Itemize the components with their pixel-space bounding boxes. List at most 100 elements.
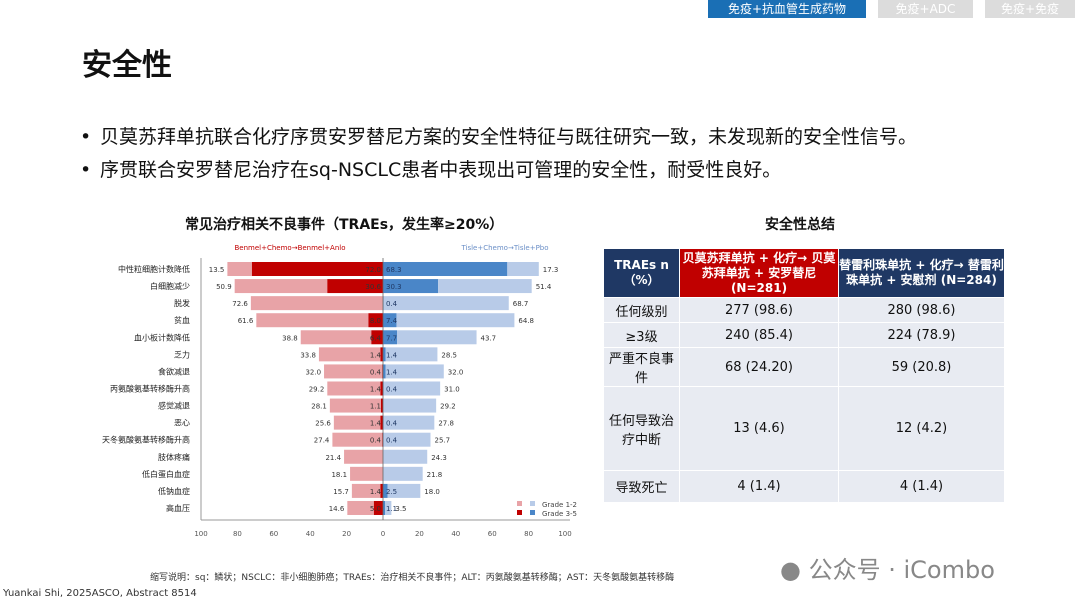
bar-right-grade12 (385, 500, 392, 515)
x-tick-label: 20 (415, 530, 424, 538)
data-label: 0.4 (370, 437, 382, 445)
bar-left-grade12 (256, 313, 369, 328)
data-label: 27.4 (314, 437, 330, 445)
bar-right-grade12 (438, 279, 532, 294)
data-label: 0.4 (386, 385, 398, 393)
bar-left-grade12 (332, 432, 383, 447)
bar-right-grade12 (383, 466, 423, 481)
bar-left-grade12 (333, 415, 381, 430)
data-label: 29.2 (440, 403, 456, 411)
right-group-label: Tisle+Chemo→Tisle+Pbo (460, 244, 548, 252)
table-title: 安全性总结 (765, 217, 835, 233)
bar-right-grade12 (383, 398, 437, 413)
watermark-text: 公众号 · iCombo (808, 556, 995, 584)
data-label: 0.4 (386, 420, 398, 428)
bullet-item: • 贝莫苏拜单抗联合化疗序贯安罗替尼方案的安全性特征与既往研究一致，未发现新的安全… (80, 126, 918, 148)
bar-left-grade12 (329, 398, 381, 413)
tab-immuno-antiangiogenic[interactable]: 免疫+抗血管生成药物 (708, 0, 866, 18)
data-label: 15.7 (333, 488, 349, 496)
data-label: 68.7 (513, 300, 529, 308)
data-label: 3.5 (395, 505, 406, 513)
x-tick-label: 100 (194, 530, 207, 538)
legend-swatch (530, 510, 535, 515)
footnote: 缩写说明：sq：鳞状；NSCLC：非小细胞肺癌；TRAEs：治疗相关不良事件；A… (150, 573, 675, 583)
bar-right-grade12 (383, 296, 509, 311)
bar-left-grade35 (380, 483, 383, 498)
tab-immuno-adc[interactable]: 免疫+ADC (878, 0, 973, 18)
bar-right-grade12 (397, 330, 477, 345)
bar-right-grade35 (383, 279, 439, 294)
bar-left-grade12 (250, 296, 383, 311)
row-label: 严重不良事件 (603, 347, 680, 387)
data-label: 30.3 (386, 283, 402, 291)
data-label: 1.4 (370, 385, 382, 393)
bar-right-grade12 (383, 449, 428, 464)
bar-right-grade35 (383, 347, 386, 362)
cell: 280 (98.6) (838, 297, 1005, 323)
data-label: 1.4 (386, 351, 398, 359)
citation: Yuankai Shi, 2025ASCO, Abstract 8514 (3, 588, 197, 599)
bar-left-grade12 (347, 500, 374, 515)
data-label: 32.0 (448, 368, 464, 376)
data-label: 72.0 (365, 266, 381, 274)
bar-right-grade35 (383, 483, 388, 498)
x-tick-label: 60 (269, 530, 278, 538)
data-label: 2.5 (386, 488, 397, 496)
category-label: 贫血 (174, 315, 190, 325)
data-label: 29.2 (309, 385, 325, 393)
legend-swatch (530, 501, 535, 506)
page-title: 安全性 (82, 48, 172, 83)
category-label: 食欲减退 (158, 366, 190, 376)
legend-label: Grade 1-2 (542, 501, 577, 509)
data-label: 25.6 (315, 420, 331, 428)
data-label: 18.0 (424, 488, 440, 496)
bar-right-grade35 (383, 330, 398, 345)
category-label: 肢体疼痛 (158, 452, 190, 462)
bar-right-grade12 (385, 347, 438, 362)
category-label: 恶心 (174, 419, 190, 428)
cell: 277 (98.6) (679, 297, 839, 323)
data-label: 14.6 (329, 505, 345, 513)
data-label: 31.0 (444, 385, 460, 393)
data-label: 27.8 (438, 420, 454, 428)
data-label: 0.4 (386, 437, 398, 445)
data-label: 6.4 (370, 334, 382, 342)
category-label: 低钠血症 (158, 486, 190, 496)
data-label: 30.6 (365, 283, 381, 291)
bar-left-grade35 (327, 279, 383, 294)
bar-left-grade35 (371, 330, 383, 345)
legend-swatch (517, 510, 522, 515)
tab-immuno-immuno[interactable]: 免疫+免疫 (985, 0, 1075, 18)
butterfly-chart: Benmel+Chemo→Benmel+Anlo Tisle+Chemo→Tisl… (102, 244, 577, 538)
bar-left-grade35 (380, 381, 383, 396)
cell: 12 (4.2) (838, 386, 1005, 471)
bar-left-grade35 (380, 398, 383, 413)
table-row: ≥3级 240 (85.4) 224 (78.9) (603, 322, 1005, 348)
table-row: 严重不良事件 68 (24.20) 59 (20.8) (603, 347, 1005, 387)
bar-right-grade12 (383, 415, 435, 430)
x-tick-label: 80 (524, 530, 533, 538)
category-label: 低白蛋白血症 (142, 469, 190, 479)
bar-left-grade12 (344, 449, 383, 464)
bar-right-grade12 (383, 432, 431, 447)
data-label: 43.7 (481, 334, 497, 342)
legend-swatch (517, 501, 522, 506)
x-tick-label: 40 (306, 530, 315, 538)
cell: 4 (1.4) (679, 470, 839, 503)
data-label: 7.7 (386, 334, 397, 342)
bullet-text: 序贯联合安罗替尼治疗在sq-NSCLC患者中表现出可管理的安全性，耐受性良好。 (100, 159, 782, 181)
table-row: 任何导致治疗中断 13 (4.6) 12 (4.2) (603, 386, 1005, 471)
wechat-icon: ● (780, 556, 801, 584)
data-label: 24.3 (431, 454, 447, 462)
cell: 224 (78.9) (838, 322, 1005, 348)
data-label: 0.4 (370, 368, 382, 376)
category-label: 脱发 (174, 298, 190, 308)
bar-right-grade12 (383, 381, 441, 396)
bar-left-grade12 (324, 364, 383, 379)
data-label: 28.1 (311, 403, 327, 411)
row-label: ≥3级 (603, 322, 680, 348)
bar-right-grade35 (383, 313, 397, 328)
cell: 4 (1.4) (838, 470, 1005, 503)
data-label: 1.4 (370, 351, 382, 359)
row-label: 任何导致治疗中断 (603, 386, 680, 471)
